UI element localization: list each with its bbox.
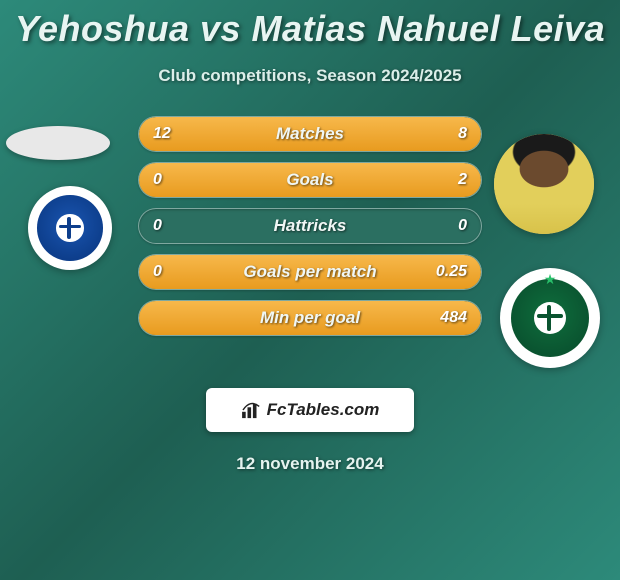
stat-bar: Min per goal484 [138,300,482,336]
left-club-logo [28,186,112,270]
bar-chart-icon [241,401,263,419]
player-face-icon [494,134,594,234]
stat-right-value: 2 [411,171,481,189]
source-badge-text: FcTables.com [241,400,380,420]
comparison-panel: ★ 12Matches80Goals20Hattricks00Goals per… [0,116,620,376]
source-badge-label: FcTables.com [267,400,380,420]
left-player-avatar [6,126,110,160]
stat-right-value: 0.25 [411,263,481,281]
right-player-avatar [494,134,594,234]
stat-label: Goals per match [209,262,411,282]
stat-bar: 12Matches8 [138,116,482,152]
date-label: 12 november 2024 [0,454,620,474]
subtitle: Club competitions, Season 2024/2025 [0,66,620,86]
club-badge-icon [37,195,103,261]
stat-right-value: 8 [411,125,481,143]
soccer-ball-icon [56,214,84,242]
stat-label: Matches [209,124,411,144]
stat-bars: 12Matches80Goals20Hattricks00Goals per m… [138,116,482,336]
stat-bar: 0Hattricks0 [138,208,482,244]
stat-bar: 0Goals2 [138,162,482,198]
source-badge: FcTables.com [206,388,414,432]
stat-label: Goals [209,170,411,190]
stat-left-value: 12 [139,125,209,143]
stat-left-value: 0 [139,217,209,235]
club-badge-icon: ★ [511,279,589,357]
stat-label: Hattricks [209,216,411,236]
stat-label: Min per goal [209,308,411,328]
right-club-logo: ★ [500,268,600,368]
page-title: Yehoshua vs Matias Nahuel Leiva [0,0,620,50]
stat-left-value: 0 [139,263,209,281]
stat-bar: 0Goals per match0.25 [138,254,482,290]
stat-left-value: 0 [139,171,209,189]
soccer-ball-icon [534,302,567,335]
star-icon: ★ [544,271,557,288]
stat-right-value: 0 [411,217,481,235]
stat-right-value: 484 [411,309,481,327]
